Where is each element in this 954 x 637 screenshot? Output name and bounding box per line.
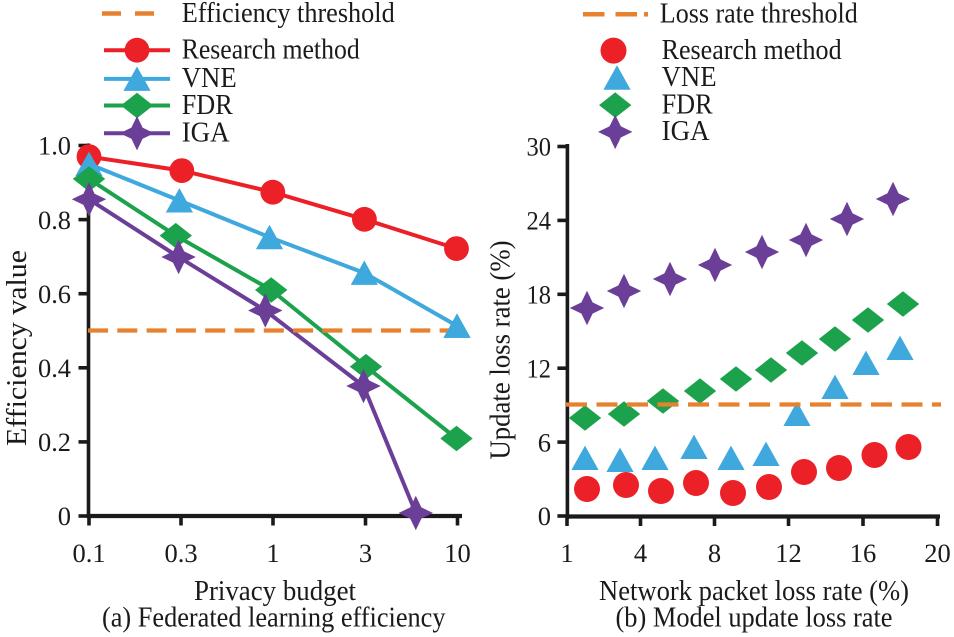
svg-text:0: 0 [538, 501, 551, 531]
svg-text:IGA: IGA [662, 116, 711, 147]
svg-text:3: 3 [359, 538, 372, 568]
svg-text:12: 12 [527, 353, 552, 383]
svg-text:0.2: 0.2 [38, 427, 71, 457]
svg-text:8: 8 [708, 538, 721, 568]
svg-text:Privacy budget: Privacy budget [194, 576, 356, 607]
svg-text:FDR: FDR [662, 89, 713, 120]
svg-text:VNE: VNE [662, 62, 717, 93]
svg-text:Efficiency threshold: Efficiency threshold [182, 0, 395, 29]
svg-text:20: 20 [924, 538, 951, 568]
svg-text:(b) Model update loss rate: (b) Model update loss rate [616, 603, 893, 634]
svg-text:6: 6 [538, 427, 551, 457]
svg-text:10: 10 [444, 538, 471, 568]
svg-text:0.4: 0.4 [38, 353, 71, 383]
svg-text:(a) Federated learning efficie: (a) Federated learning efficiency [102, 603, 446, 634]
svg-text:12: 12 [775, 538, 802, 568]
svg-text:30: 30 [527, 132, 552, 162]
svg-text:Update loss rate (%): Update loss rate (%) [486, 241, 517, 460]
svg-text:Efficiency value: Efficiency value [2, 250, 33, 446]
svg-text:Research method: Research method [662, 35, 842, 66]
svg-text:0: 0 [58, 501, 71, 531]
svg-text:0.1: 0.1 [72, 538, 105, 568]
svg-text:4: 4 [634, 538, 647, 568]
svg-text:16: 16 [850, 538, 877, 568]
svg-text:0.8: 0.8 [38, 205, 71, 235]
svg-text:Network packet loss rate (%): Network packet loss rate (%) [599, 576, 909, 607]
svg-text:0.3: 0.3 [164, 538, 197, 568]
svg-text:1: 1 [266, 538, 279, 568]
svg-text:Loss rate threshold: Loss rate threshold [660, 0, 858, 30]
svg-text:0.6: 0.6 [38, 279, 71, 309]
svg-text:FDR: FDR [182, 90, 233, 121]
svg-text:1.0: 1.0 [38, 131, 71, 161]
svg-text:Research method: Research method [182, 35, 360, 66]
svg-text:VNE: VNE [182, 63, 237, 94]
svg-text:24: 24 [527, 206, 552, 236]
svg-text:1: 1 [560, 538, 573, 568]
svg-text:IGA: IGA [182, 118, 231, 149]
svg-text:18: 18 [527, 280, 552, 310]
